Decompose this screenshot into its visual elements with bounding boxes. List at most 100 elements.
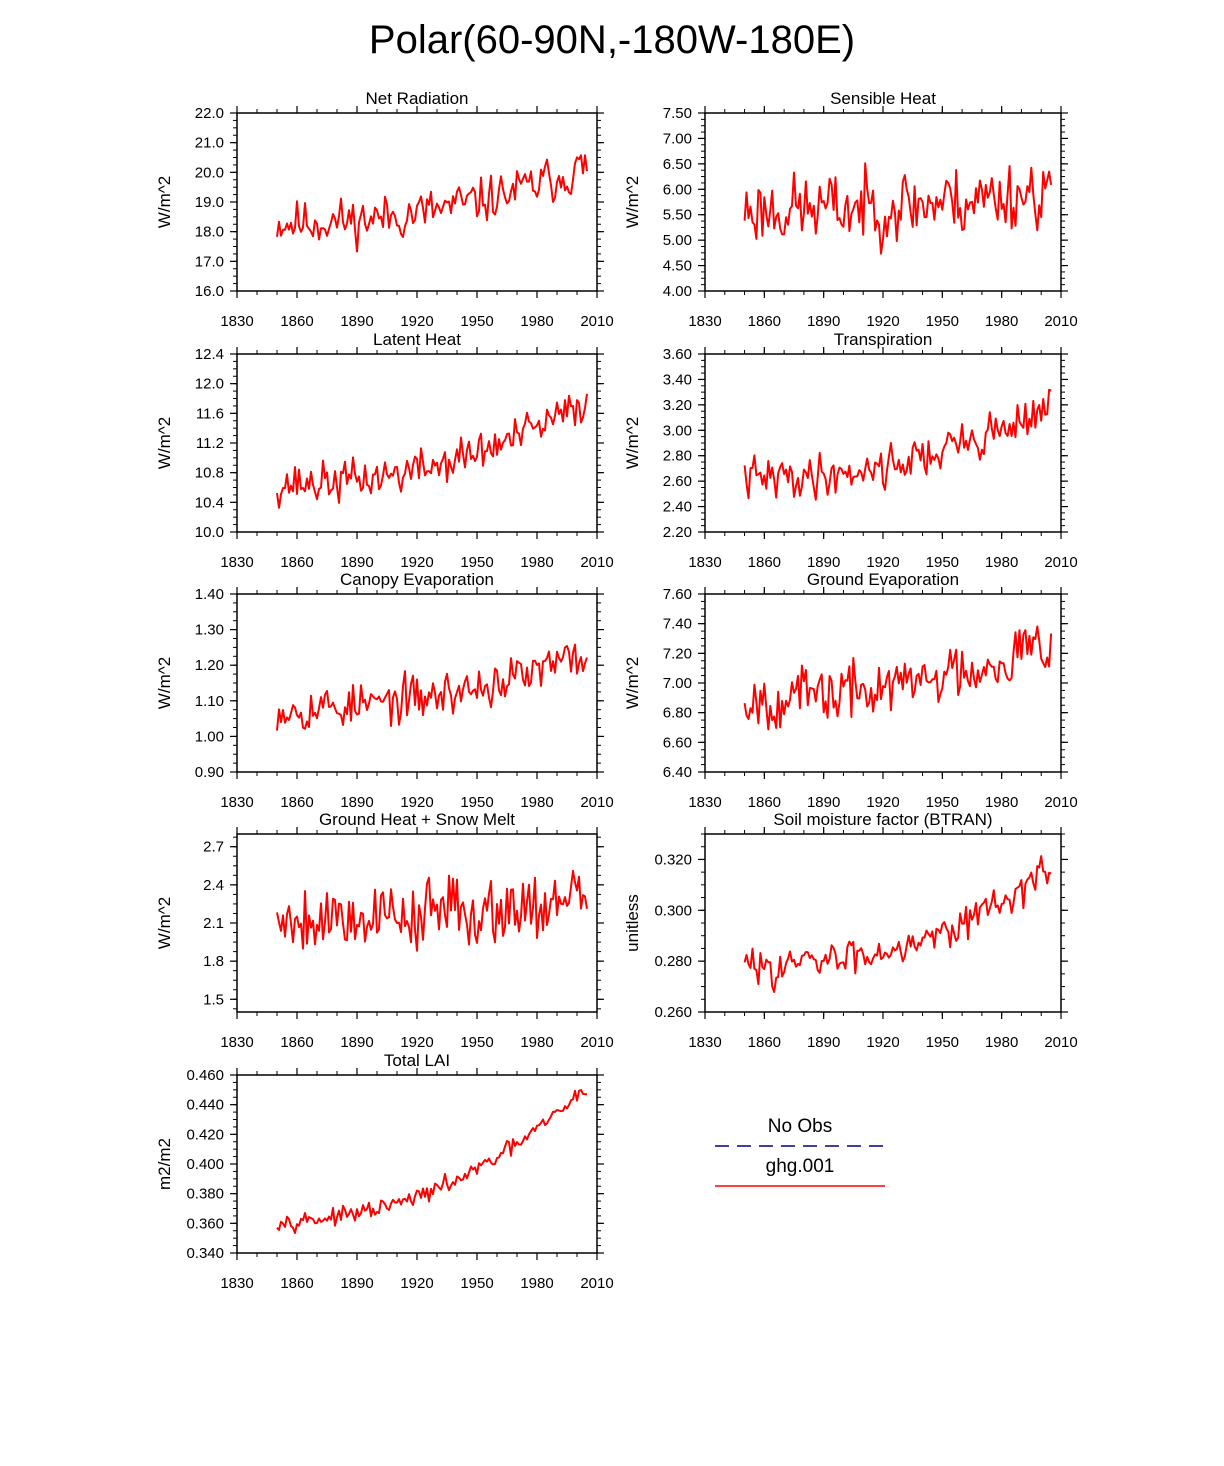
y-tick-label: 0.320 [654, 851, 692, 868]
x-tick-label: 1860 [748, 794, 781, 811]
y-tick-label: 16.0 [195, 283, 224, 300]
y-tick-label: 10.0 [195, 524, 224, 541]
x-tick-label: 1980 [520, 1034, 553, 1051]
y-tick-label: 2.80 [663, 448, 692, 465]
x-tick-label: 1920 [866, 554, 899, 571]
x-tick-label: 1920 [400, 794, 433, 811]
legend-swatch-obs [715, 1145, 885, 1147]
x-tick-label: 1830 [220, 554, 253, 571]
y-tick-label: 6.50 [663, 156, 692, 173]
y-tick-label: 0.300 [654, 902, 692, 919]
x-tick-label: 1860 [748, 1034, 781, 1051]
y-tick-label: 6.00 [663, 181, 692, 198]
y-tick-label: 3.40 [663, 371, 692, 388]
x-tick-label: 1830 [688, 1034, 721, 1051]
panel-title: Ground Evaporation [807, 570, 959, 589]
x-tick-label: 1980 [520, 313, 553, 330]
x-tick-label: 1860 [748, 313, 781, 330]
y-tick-label: 0.420 [186, 1126, 224, 1143]
y-tick-label: 0.380 [186, 1186, 224, 1203]
y-tick-label: 18.0 [195, 224, 224, 241]
x-tick-label: 1860 [280, 794, 313, 811]
series-line-ghg.001 [743, 855, 1052, 993]
x-tick-label: 1890 [340, 1275, 373, 1292]
x-tick-label: 1920 [866, 794, 899, 811]
x-tick-label: 1950 [460, 794, 493, 811]
y-axis-label: m2/m2 [155, 1138, 174, 1190]
panel-title: Net Radiation [365, 89, 468, 108]
y-axis-label: W/m^2 [155, 897, 174, 949]
panel-title: Sensible Heat [830, 89, 936, 108]
y-tick-label: 0.360 [186, 1215, 224, 1232]
legend: No Obs ghg.001 [700, 1112, 900, 1202]
panel-title: Transpiration [834, 330, 933, 349]
y-tick-label: 7.00 [663, 675, 692, 692]
x-tick-label: 1830 [220, 794, 253, 811]
legend-label-model: ghg.001 [765, 1156, 835, 1177]
y-tick-label: 1.00 [195, 728, 224, 745]
x-tick-label: 1890 [340, 313, 373, 330]
y-tick-label: 19.0 [195, 194, 224, 211]
x-tick-label: 1950 [926, 794, 959, 811]
y-tick-label: 21.0 [195, 135, 224, 152]
y-tick-label: 3.60 [663, 346, 692, 363]
x-tick-label: 2010 [580, 794, 613, 811]
x-tick-label: 1950 [460, 1034, 493, 1051]
plot-frame [236, 353, 598, 533]
y-tick-label: 2.20 [663, 524, 692, 541]
y-tick-label: 10.8 [195, 465, 224, 482]
x-tick-label: 1920 [866, 313, 899, 330]
x-tick-label: 1890 [807, 313, 840, 330]
y-axis-label: W/m^2 [623, 657, 642, 709]
x-tick-label: 1830 [220, 1034, 253, 1051]
series-line-ghg.001 [743, 388, 1052, 501]
y-tick-label: 0.400 [186, 1156, 224, 1173]
x-tick-label: 1920 [400, 1275, 433, 1292]
y-tick-label: 7.00 [663, 130, 692, 147]
y-tick-label: 0.340 [186, 1245, 224, 1262]
y-tick-label: 1.30 [195, 622, 224, 639]
y-tick-label: 0.260 [654, 1004, 692, 1021]
y-axis-label: W/m^2 [155, 417, 174, 469]
x-tick-label: 1860 [280, 1275, 313, 1292]
plot-frame [704, 353, 1062, 533]
x-tick-label: 1830 [220, 1275, 253, 1292]
x-tick-label: 1920 [400, 313, 433, 330]
y-tick-label: 6.80 [663, 705, 692, 722]
x-tick-label: 1980 [520, 1275, 553, 1292]
x-tick-label: 2010 [1044, 313, 1077, 330]
y-tick-label: 5.00 [663, 232, 692, 249]
x-tick-label: 1920 [400, 554, 433, 571]
y-tick-label: 0.460 [186, 1067, 224, 1084]
y-axis-label: W/m^2 [155, 657, 174, 709]
y-tick-label: 2.40 [663, 499, 692, 516]
panel-title: Ground Heat + Snow Melt [319, 810, 515, 829]
y-tick-label: 12.0 [195, 376, 224, 393]
series-line-ghg.001 [276, 643, 588, 731]
x-tick-label: 1950 [460, 313, 493, 330]
x-tick-label: 1950 [460, 554, 493, 571]
x-tick-label: 1980 [520, 794, 553, 811]
y-tick-label: 6.40 [663, 764, 692, 781]
series-line-ghg.001 [743, 162, 1053, 255]
x-tick-label: 1860 [280, 554, 313, 571]
y-tick-label: 7.60 [663, 586, 692, 603]
x-tick-label: 1980 [985, 554, 1018, 571]
x-tick-label: 1950 [460, 1275, 493, 1292]
y-tick-label: 11.6 [196, 405, 224, 422]
y-tick-label: 7.20 [663, 645, 692, 662]
series-line-ghg.001 [276, 869, 588, 952]
plot-frame [704, 833, 1062, 1013]
x-tick-label: 1890 [807, 554, 840, 571]
series-line-ghg.001 [276, 154, 588, 253]
panel-title: Soil moisture factor (BTRAN) [773, 810, 992, 829]
y-axis-label: W/m^2 [155, 176, 174, 228]
y-tick-label: 1.20 [195, 657, 224, 674]
x-tick-label: 1890 [340, 1034, 373, 1051]
x-tick-label: 1860 [280, 1034, 313, 1051]
x-tick-label: 2010 [1044, 1034, 1077, 1051]
x-tick-label: 1980 [520, 554, 553, 571]
y-tick-label: 1.5 [203, 991, 224, 1008]
y-axis-label: unitless [623, 894, 642, 952]
